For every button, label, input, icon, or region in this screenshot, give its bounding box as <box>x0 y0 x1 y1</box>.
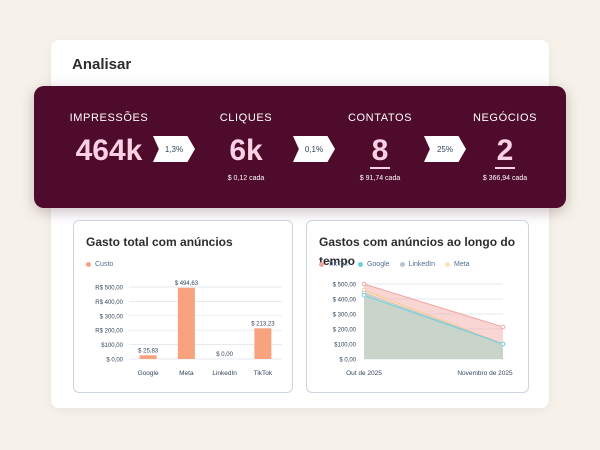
bar-value-label: $ 0,00 <box>216 352 233 358</box>
y-tick-label: $ 0,00 <box>339 358 356 364</box>
y-tick-label: $100,00 <box>101 343 123 349</box>
legend-dot <box>86 262 91 267</box>
bar-value-label: $ 25,83 <box>138 348 159 354</box>
y-tick-label: $ 300,00 <box>100 314 124 320</box>
x-tick-label: Out de 2025 <box>346 370 382 377</box>
legend-label: TikTok <box>328 261 348 268</box>
data-point <box>361 292 367 298</box>
stage-label: CLIQUES <box>219 112 273 124</box>
y-tick-label: $ 300,00 <box>333 313 357 319</box>
bar-value-label: $ 494,63 <box>175 281 199 287</box>
y-tick-label: $ 500,00 <box>333 283 357 289</box>
x-tick-label: Meta <box>179 370 194 377</box>
legend-label: Meta <box>454 261 470 268</box>
stage-cost: $ 91,74 cada <box>359 175 401 182</box>
legend-dot <box>357 262 363 267</box>
stage-value: 464k <box>75 134 143 167</box>
data-point <box>500 324 506 330</box>
x-tick-label: LinkedIn <box>212 370 237 377</box>
bar <box>254 328 272 359</box>
bar-value-label: $ 213,23 <box>251 321 275 327</box>
y-tick-label: $ 0,00 <box>106 358 123 364</box>
legend-dot <box>399 262 405 267</box>
panel-title: Gasto total com anúncios <box>86 235 233 249</box>
bar <box>139 355 157 359</box>
panel-title: Gastos com anúncios ao longo do tempo <box>319 235 516 268</box>
y-tick-label: $ 400,00 <box>333 298 357 304</box>
rate-label: 1,3% <box>164 144 184 154</box>
data-point <box>361 281 367 287</box>
legend-label: LinkedIn <box>408 261 436 268</box>
chart-legend: Custo <box>86 261 113 268</box>
x-tick-label: Novembro de 2025 <box>457 370 513 377</box>
series-area-google <box>364 295 503 359</box>
legend-label: Custo <box>95 261 114 268</box>
x-tick-label: Google <box>138 370 159 377</box>
rate-arrow: 25% <box>424 136 466 162</box>
bar-chart: $ 0,00 $100,00 R$ 200,00 $ 300,00 R$ 400,00 R… <box>95 281 282 377</box>
area-chart: $ 0,00 $100,00 $ 200,00 $ 300,00 $ 400,00 $ 5… <box>333 281 513 377</box>
x-tick-label: TikTok <box>254 370 273 377</box>
stage-label: CONTATOS <box>347 112 413 124</box>
stage-cost: $ 0,12 cada <box>227 175 265 182</box>
bar <box>177 287 195 359</box>
page-title: Analisar <box>72 56 132 73</box>
rate-arrow: 1,3% <box>153 136 195 162</box>
series-area-linkedin <box>364 293 503 359</box>
stage-label: NEGÓCIOS <box>472 112 538 124</box>
series-line-google <box>363 294 504 345</box>
legend-dot <box>445 262 451 267</box>
rate-label: 25% <box>436 144 453 154</box>
stage-cost: $ 366,94 cada <box>482 175 528 182</box>
chart-legend: TikTok Google LinkedIn Meta <box>319 261 470 268</box>
spend-over-time-panel: Gastos com anúncios ao longo do tempo Ti… <box>306 220 529 393</box>
y-tick-label: R$ 400,00 <box>95 300 123 306</box>
y-tick-label: $ 200,00 <box>333 328 357 334</box>
legend-label: Google <box>366 261 390 268</box>
data-point <box>500 341 506 347</box>
total-spend-panel: Gasto total com anúncios Custo $ 0,00 $10… <box>73 220 293 393</box>
rate-label: 0,1% <box>304 144 324 154</box>
rate-arrow: 0,1% <box>293 136 335 162</box>
y-tick-label: $100,00 <box>334 343 356 349</box>
legend-dot <box>319 262 324 267</box>
stage-value: 6k <box>229 134 263 167</box>
stage-label: IMPRESSÕES <box>69 112 149 124</box>
stage-value-link[interactable]: 8 <box>369 134 391 169</box>
stage-value-link[interactable]: 2 <box>494 134 516 169</box>
y-tick-label: R$ 500,00 <box>95 286 123 292</box>
conversion-funnel: IMPRESSÕES 464k 1,3% CLIQUES 6k $ 0,12 c… <box>34 86 566 208</box>
series-line-tiktok <box>363 283 504 328</box>
y-tick-label: R$ 200,00 <box>95 329 123 335</box>
